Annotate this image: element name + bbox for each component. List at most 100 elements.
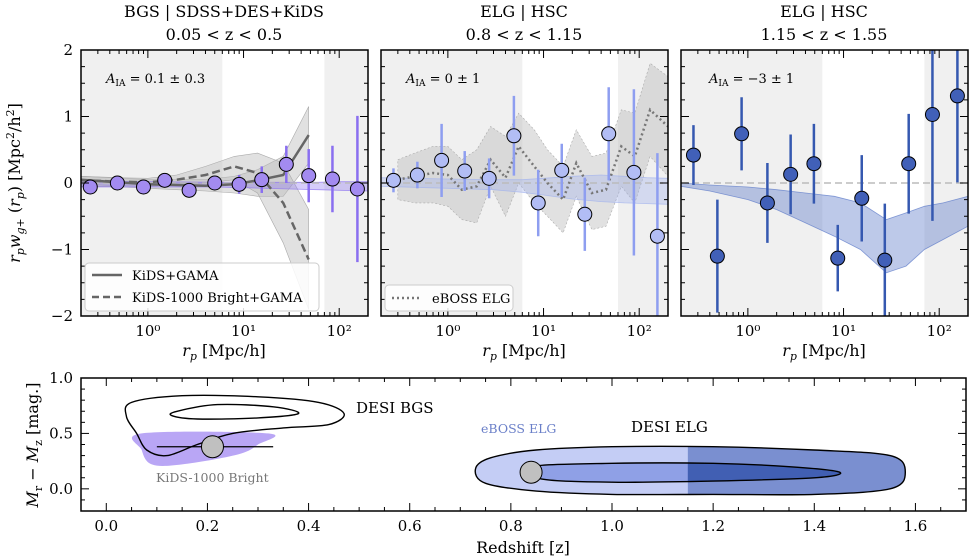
legend-kids-bright-label: KiDS-1000 Bright+GAMA bbox=[132, 291, 303, 306]
panel3-xlabel: rp [Mpc/h] bbox=[782, 341, 866, 363]
x-tick-label: 10¹ bbox=[531, 322, 556, 340]
data-point bbox=[82, 179, 98, 195]
bgs-inner-contour bbox=[169, 403, 300, 420]
x-tick-label: 10⁰ bbox=[435, 322, 460, 340]
x-tick-label: 0.4 bbox=[297, 517, 321, 535]
panel1-xlabel: rp [Mpc/h] bbox=[182, 341, 266, 363]
data-point bbox=[109, 175, 125, 191]
label-eboss-elg: eBOSS ELG bbox=[481, 421, 556, 436]
data-point bbox=[231, 176, 247, 192]
panel3-aia-annotation: AIA = −3 ± 1 bbox=[708, 72, 794, 89]
y-tick-label: −2 bbox=[51, 307, 73, 325]
label-desi-elg: DESI ELG bbox=[631, 418, 708, 436]
panel2-legend: eBOSS ELG bbox=[384, 284, 514, 312]
data-point bbox=[481, 170, 497, 186]
panel1-plot: 10⁰ 10¹ 10² −2 −1 0 1 2 bbox=[51, 41, 369, 340]
comparison-line-eboss-elg bbox=[397, 107, 668, 202]
panel2-aia-annotation: AIA = 0 ± 1 bbox=[405, 72, 480, 89]
y-tick-label: 0 bbox=[63, 174, 73, 192]
data-point bbox=[301, 168, 317, 184]
y-tick-label: 1 bbox=[63, 108, 73, 126]
panel1-aia-annotation: AIA = 0.1 ± 0.3 bbox=[105, 72, 205, 89]
panel3-title-line1: ELG | HSC bbox=[780, 2, 868, 21]
x-tick-label: 10² bbox=[627, 322, 652, 340]
bottom-xlabel: Redshift [z] bbox=[476, 538, 570, 557]
y-tick-label: −1 bbox=[51, 241, 73, 259]
data-point bbox=[554, 162, 570, 178]
data-point bbox=[278, 156, 294, 172]
panel2-legend-frame bbox=[384, 284, 514, 312]
panel1-legend-frame bbox=[84, 262, 320, 312]
x-tick-label: 10¹ bbox=[231, 322, 256, 340]
data-point bbox=[830, 250, 846, 266]
top-ylabel: rpwg+ (rp) [Mpc2/h2] bbox=[4, 103, 27, 263]
marker-kids-1000-bright bbox=[200, 435, 224, 459]
panel2-plot: 10⁰ 10¹ 10² bbox=[380, 49, 669, 340]
elg-high-z-group bbox=[687, 446, 906, 495]
x-tick-label: 10² bbox=[327, 322, 352, 340]
data-point bbox=[759, 195, 775, 211]
panel1-title-line1: BGS | SDSS+DES+KiDS bbox=[124, 2, 324, 21]
data-point bbox=[601, 126, 617, 142]
x-tick-label: 0.2 bbox=[195, 517, 219, 535]
legend-kids-gama-label: KiDS+GAMA bbox=[132, 269, 219, 284]
panel2-title-line2: 0.8 < z < 1.15 bbox=[466, 25, 583, 44]
x-tick-label: 0.0 bbox=[94, 517, 118, 535]
data-point bbox=[409, 167, 425, 183]
data-point bbox=[649, 228, 665, 244]
data-point bbox=[577, 206, 593, 222]
bottom-plot: 0.0 0.2 0.4 0.6 0.8 1.0 1.2 1.4 1.6 0.0 0.5 1.0 bbox=[49, 369, 967, 535]
data-point bbox=[385, 172, 401, 188]
data-point bbox=[324, 171, 340, 187]
data-point bbox=[135, 179, 151, 195]
y-tick-label: 0.0 bbox=[49, 480, 73, 498]
marker-eboss-elg bbox=[519, 460, 543, 484]
panel3-title-line2: 1.15 < z < 1.55 bbox=[761, 25, 888, 44]
data-point bbox=[434, 152, 450, 168]
panel2-title-line1: ELG | HSC bbox=[480, 2, 568, 21]
x-tick-label: 10⁰ bbox=[135, 322, 160, 340]
x-tick-label: 0.8 bbox=[499, 517, 523, 535]
label-kids-bright: KiDS-1000 Bright bbox=[156, 470, 269, 485]
data-point bbox=[734, 126, 750, 142]
data-point bbox=[254, 172, 270, 188]
bottom-ylabel: Mr − Mz [mag.] bbox=[23, 382, 45, 508]
data-point bbox=[685, 147, 701, 163]
data-point bbox=[949, 88, 965, 104]
panel2-data-area bbox=[381, 50, 668, 316]
panel2-xlabel: rp [Mpc/h] bbox=[482, 341, 566, 363]
elg-high-z-inner bbox=[687, 463, 841, 482]
data-point bbox=[530, 195, 546, 211]
y-tick-label: 1.0 bbox=[49, 369, 73, 387]
bottom-data-area bbox=[124, 394, 907, 496]
y-tick-label: 0.5 bbox=[49, 424, 73, 442]
x-tick-label: 10¹ bbox=[831, 322, 856, 340]
panel1-title-line2: 0.05 < z < 0.5 bbox=[166, 25, 283, 44]
data-point bbox=[854, 190, 870, 206]
bgs-outer-contour bbox=[124, 394, 345, 457]
data-point bbox=[349, 181, 365, 197]
data-point bbox=[457, 163, 473, 179]
x-tick-label: 1.6 bbox=[903, 517, 927, 535]
data-point bbox=[506, 128, 522, 144]
legend-eboss-label: eBOSS ELG bbox=[432, 292, 510, 307]
data-point bbox=[783, 166, 799, 182]
elg-outer-contour bbox=[474, 445, 907, 496]
elg-inner-contour bbox=[524, 462, 842, 484]
panel3-data-area bbox=[681, 50, 968, 316]
x-tick-label: 1.2 bbox=[701, 517, 725, 535]
data-point bbox=[181, 182, 197, 198]
data-point bbox=[207, 175, 223, 191]
data-point bbox=[626, 164, 642, 180]
label-desi-bgs: DESI BGS bbox=[356, 399, 434, 417]
x-tick-label: 0.6 bbox=[398, 517, 422, 535]
comparison-line-kids-1000-bright-gama bbox=[81, 165, 310, 261]
y-tick-label: 2 bbox=[63, 41, 73, 59]
data-point bbox=[924, 107, 940, 123]
data-point bbox=[901, 156, 917, 172]
x-tick-label: 10⁰ bbox=[735, 322, 760, 340]
data-point bbox=[877, 252, 893, 268]
data-point bbox=[806, 156, 822, 172]
x-tick-label: 10² bbox=[927, 322, 952, 340]
